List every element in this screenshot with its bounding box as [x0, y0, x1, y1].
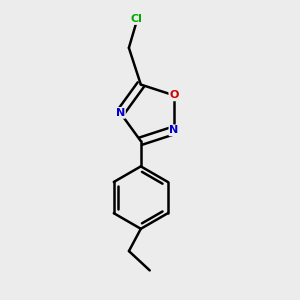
Text: N: N — [116, 108, 125, 118]
Text: N: N — [169, 125, 179, 135]
Text: Cl: Cl — [130, 14, 142, 24]
Text: O: O — [169, 90, 179, 100]
